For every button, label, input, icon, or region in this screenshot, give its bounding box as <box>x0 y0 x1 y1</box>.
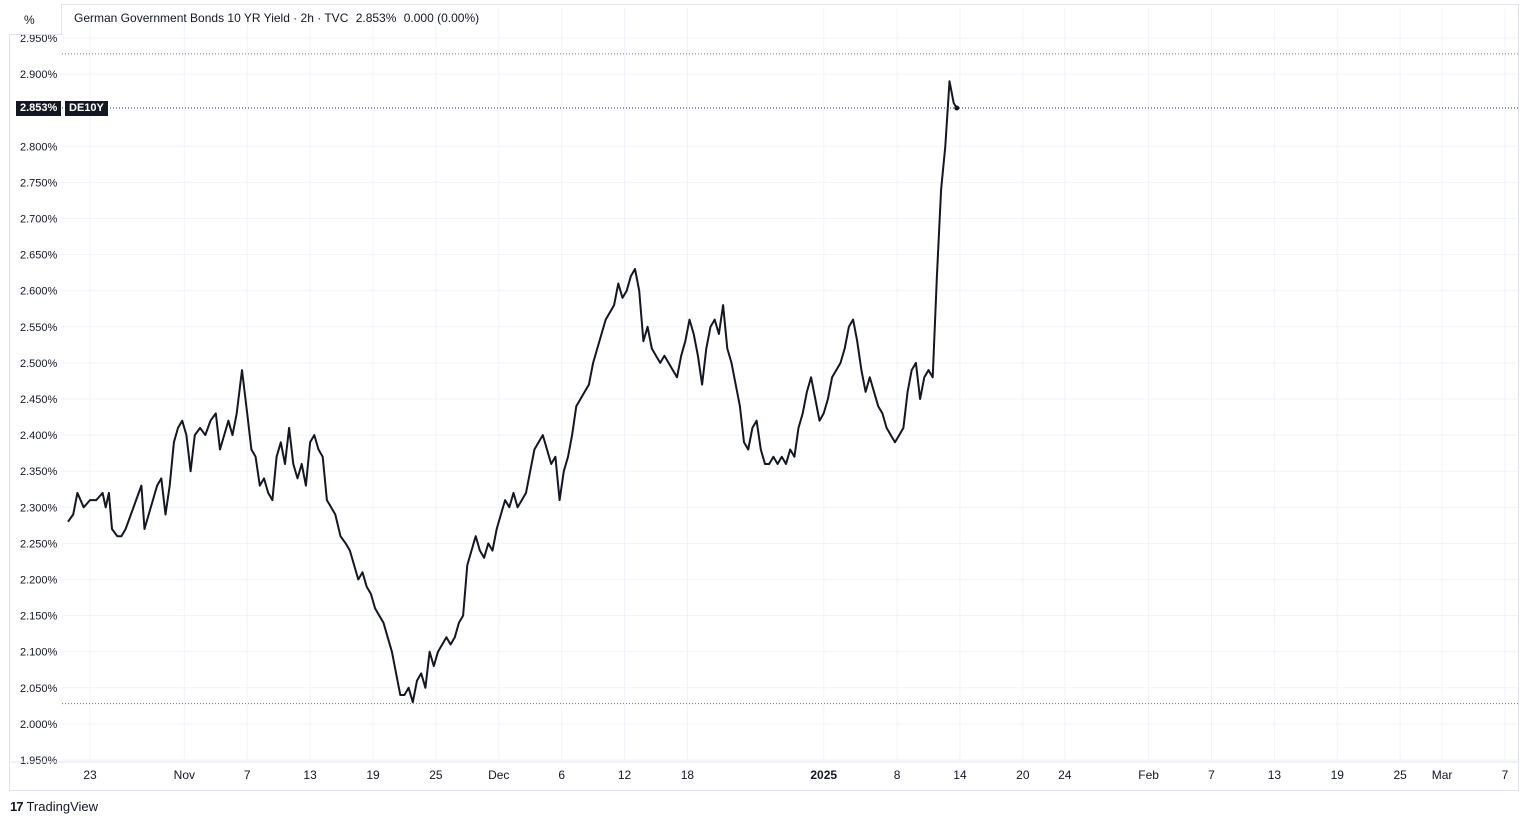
last-price-dot <box>954 105 960 111</box>
symbol-label: DE10Y <box>69 101 104 114</box>
unit-label: % <box>9 4 62 35</box>
y-tick-label: 2.800% <box>20 141 58 153</box>
x-tick-label: 18 <box>681 768 695 782</box>
y-tick-label: 2.500% <box>20 358 58 370</box>
y-tick-label: 1.950% <box>20 755 58 767</box>
legend-change: 0.000 (0.00%) <box>403 11 480 25</box>
x-tick-label: 12 <box>618 768 632 782</box>
x-tick-label: Feb <box>1138 768 1159 782</box>
y-tick-label: 2.650% <box>20 250 58 262</box>
x-tick-label: 7 <box>1208 768 1215 782</box>
y-tick-label: 2.950% <box>20 33 58 45</box>
x-tick-label: Nov <box>174 768 195 782</box>
y-tick-label: 2.700% <box>20 214 58 226</box>
chart-legend[interactable]: German Government Bonds 10 YR Yield · 2h… <box>74 11 479 25</box>
grid <box>62 8 1518 761</box>
x-tick-label: 7 <box>1502 768 1509 782</box>
legend-title: German Government Bonds 10 YR Yield · 2h… <box>74 11 349 25</box>
y-tick-label: 2.350% <box>20 466 58 478</box>
x-tick-label: 13 <box>303 768 317 782</box>
x-tick-label: 19 <box>1331 768 1345 782</box>
y-axis[interactable]: 2.950%2.900%2.850%2.800%2.750%2.700%2.65… <box>20 33 58 767</box>
x-tick-label: Mar <box>1432 768 1453 782</box>
x-tick-label: 6 <box>558 768 565 782</box>
y-tick-label: 2.150% <box>20 611 58 623</box>
x-tick-label: 7 <box>244 768 251 782</box>
x-tick-label: 25 <box>1394 768 1408 782</box>
level-lines <box>62 53 1518 705</box>
yield-series-line <box>67 80 958 704</box>
x-tick-label: 19 <box>366 768 380 782</box>
y-tick-label: 2.400% <box>20 430 58 442</box>
tradingview-brand: TradingView <box>26 799 99 814</box>
symbol-badge: DE10Y <box>65 100 108 116</box>
y-tick-label: 2.200% <box>20 575 58 587</box>
x-axis[interactable]: 23 Nov 7 13 19 25 Dec 6 12 18 2025 8 14 20 24 Feb 7 13 19 2… <box>9 761 1519 782</box>
y-tick-label: 2.250% <box>20 538 58 550</box>
y-tick-label: 2.600% <box>20 286 58 298</box>
legend-price: 2.853% <box>355 11 397 25</box>
y-tick-label: 2.050% <box>20 683 58 695</box>
y-tick-label: 2.000% <box>20 719 58 731</box>
x-tick-label: 13 <box>1268 768 1282 782</box>
x-tick-label: 14 <box>953 768 967 782</box>
y-tick-label: 2.550% <box>20 322 58 334</box>
x-tick-label: 25 <box>429 768 443 782</box>
y-tick-label: 2.900% <box>20 69 58 81</box>
y-tick-label: 2.450% <box>20 394 58 406</box>
x-tick-label: 2025 <box>810 768 837 782</box>
x-tick-label: 24 <box>1058 768 1072 782</box>
x-tick-label: 20 <box>1016 768 1030 782</box>
x-tick-label: 23 <box>83 768 97 782</box>
y-tick-label: 2.100% <box>20 647 58 659</box>
y-tick-label: 2.750% <box>20 177 58 189</box>
chart-frame <box>9 4 1519 791</box>
current-price-value: 2.853% <box>20 101 58 114</box>
x-tick-label: 8 <box>894 768 901 782</box>
x-tick-label: Dec <box>488 768 509 782</box>
y-tick-label: 2.300% <box>20 502 58 514</box>
tradingview-logo[interactable]: 17 TradingView <box>10 799 98 814</box>
tradingview-logo-icon: 17 <box>10 799 24 814</box>
current-price-badge: 2.853% <box>16 100 62 116</box>
